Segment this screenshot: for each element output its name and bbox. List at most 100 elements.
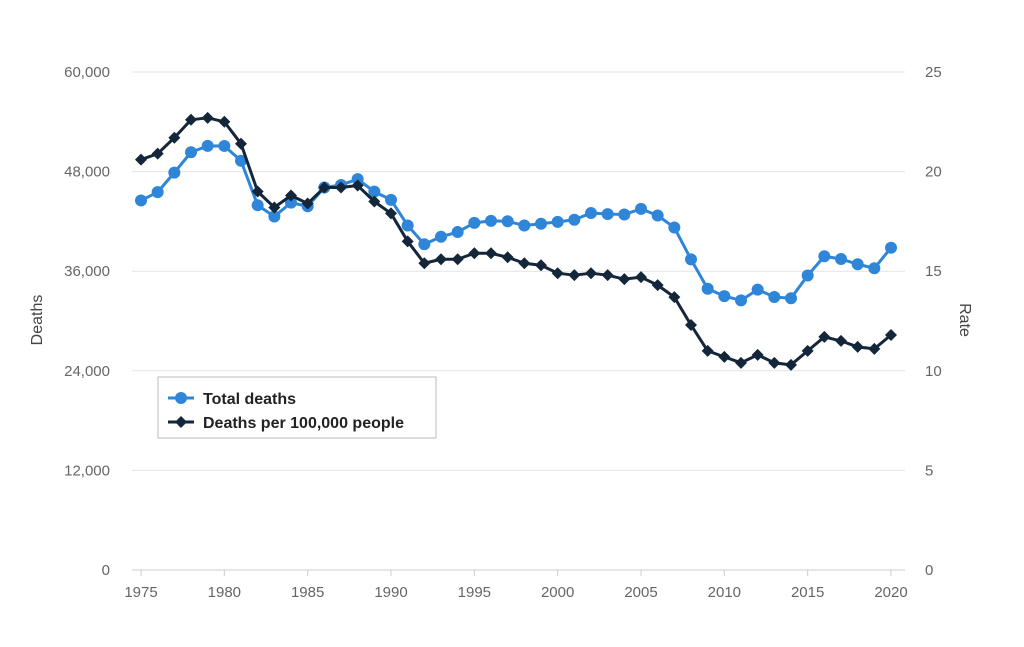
data-point — [618, 273, 631, 286]
data-point — [501, 215, 514, 228]
data-point — [801, 344, 814, 357]
y2-tick-label: 25 — [925, 64, 942, 81]
data-point — [435, 230, 447, 243]
data-point — [185, 113, 197, 126]
data-point — [135, 194, 147, 207]
data-point — [368, 185, 381, 198]
data-point — [401, 235, 414, 248]
data-point — [635, 271, 647, 284]
data-point — [401, 219, 414, 232]
legend: Total deaths Deaths per 100,000 people — [157, 376, 437, 439]
data-point — [751, 283, 764, 296]
data-point — [818, 250, 831, 263]
data-point — [635, 202, 647, 215]
data-point — [251, 199, 264, 212]
data-point — [785, 358, 797, 371]
data-point — [768, 290, 781, 303]
x-tick-label: 2015 — [791, 584, 824, 601]
data-point — [468, 247, 481, 260]
data-point — [818, 330, 831, 343]
legend-item-total-deaths[interactable]: Total deaths — [168, 391, 296, 408]
data-point — [585, 207, 597, 220]
data-point — [151, 147, 164, 160]
y-tick-label: 48,000 — [64, 164, 110, 181]
x-tick-label: 2020 — [874, 584, 907, 601]
y-axis-left: 0 12,000 24,000 36,000 48,000 60,000 — [64, 64, 110, 579]
data-point — [851, 340, 864, 353]
series-deaths-per-100000 — [135, 111, 897, 371]
data-point — [868, 262, 881, 275]
x-tick-label: 2010 — [708, 584, 741, 601]
legend-label: Total deaths — [203, 391, 296, 408]
data-point — [418, 257, 431, 270]
data-point — [385, 193, 397, 206]
data-point — [385, 207, 397, 220]
data-point — [351, 173, 364, 186]
y-axis-right: 0 5 10 15 20 25 — [925, 64, 942, 579]
x-tick-label: 2005 — [624, 584, 657, 601]
series-group — [135, 111, 897, 371]
data-point — [568, 213, 581, 226]
data-point — [235, 137, 247, 150]
y2-tick-label: 0 — [925, 562, 933, 579]
x-tick-label: 1975 — [124, 584, 157, 601]
data-point — [885, 328, 897, 341]
data-point — [601, 269, 614, 282]
data-point — [718, 290, 731, 303]
y2-tick-label: 20 — [925, 164, 942, 181]
data-point — [768, 356, 781, 369]
data-point — [801, 269, 814, 282]
data-point — [685, 318, 697, 331]
y2-tick-label: 5 — [925, 462, 933, 479]
data-point — [835, 334, 847, 347]
data-point — [751, 348, 764, 361]
data-point — [418, 238, 431, 251]
data-point — [701, 344, 714, 357]
data-point — [235, 154, 247, 167]
y-axis-right-label: Rate — [956, 303, 973, 337]
data-point — [468, 216, 481, 229]
data-point — [535, 259, 547, 272]
circle-marker-icon — [175, 392, 187, 404]
data-point — [168, 166, 181, 179]
x-tick-label: 2000 — [541, 584, 574, 601]
data-point — [368, 195, 381, 208]
data-point — [601, 208, 614, 221]
data-point — [285, 189, 297, 202]
y-tick-label: 36,000 — [64, 263, 110, 280]
data-point — [685, 253, 697, 266]
y-tick-label: 24,000 — [64, 363, 110, 380]
data-point — [201, 111, 214, 124]
legend-label: Deaths per 100,000 people — [203, 415, 404, 432]
data-point — [451, 253, 464, 266]
data-point — [618, 208, 631, 221]
data-point — [351, 179, 364, 192]
y-tick-label: 0 — [102, 562, 110, 579]
data-point — [485, 214, 497, 227]
data-point — [218, 115, 231, 128]
data-point — [435, 253, 447, 266]
x-tick-label: 1995 — [458, 584, 491, 601]
data-point — [518, 257, 531, 270]
data-point — [501, 251, 514, 264]
data-point — [201, 139, 214, 152]
data-point — [168, 131, 181, 144]
y2-tick-label: 10 — [925, 363, 942, 380]
series-line — [140, 144, 893, 302]
y2-tick-label: 15 — [925, 263, 942, 280]
data-point — [718, 350, 731, 363]
data-point — [568, 269, 581, 282]
x-tick-label: 1980 — [208, 584, 241, 601]
data-point — [185, 146, 197, 159]
x-tick-label: 1985 — [291, 584, 324, 601]
data-point — [668, 221, 681, 234]
data-point — [735, 294, 747, 307]
data-point — [218, 139, 231, 152]
legend-box — [157, 376, 437, 439]
data-point — [585, 267, 597, 280]
series-line — [140, 116, 892, 367]
legend-item-deaths-per-100000[interactable]: Deaths per 100,000 people — [168, 415, 404, 432]
data-point — [285, 196, 297, 209]
y-axis-left-label: Deaths — [29, 295, 46, 346]
